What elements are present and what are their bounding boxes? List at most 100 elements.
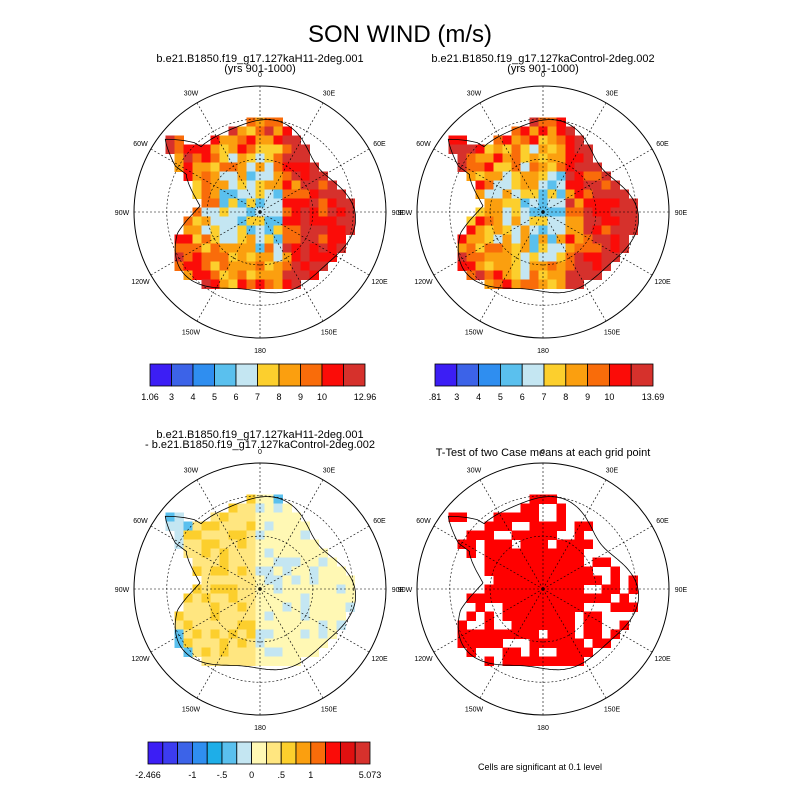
colorbar-label: 12.96: [354, 392, 377, 402]
map-cell: [511, 647, 521, 657]
colorbar-label: -.5: [217, 770, 228, 780]
map-cell: [574, 135, 584, 145]
map-cell: [300, 602, 310, 612]
colorbar-box: [147, 741, 164, 765]
map-cell: [192, 144, 202, 154]
map-cell: [192, 270, 202, 280]
map-cell: [300, 261, 310, 271]
map-cell: [210, 593, 220, 603]
map-cell: [228, 234, 238, 244]
map-cell: [246, 566, 256, 576]
map-cell: [210, 162, 220, 172]
map-cell: [228, 557, 238, 567]
colorbar-box: [321, 363, 344, 387]
map-cell: [246, 144, 256, 154]
meridian-line: [542, 588, 607, 699]
map-cell: [502, 216, 512, 226]
map-cell: [246, 198, 256, 208]
map-cell: [493, 144, 503, 154]
map-cell: [228, 162, 238, 172]
map-cell: [547, 521, 557, 531]
map-cell: [309, 162, 319, 172]
map-cell: [592, 638, 602, 648]
map-cell: [237, 126, 247, 136]
map-cell: [457, 629, 467, 639]
map-cell: [466, 593, 476, 603]
map-cell: [246, 647, 256, 657]
map-cell: [210, 270, 220, 280]
map-cell: [574, 656, 584, 666]
map-cell: [502, 602, 512, 612]
map-cell: [228, 243, 238, 253]
map-cell: [228, 135, 238, 145]
map-cell: [574, 162, 584, 172]
longitude-label: 180: [537, 725, 549, 732]
map-cell: [264, 575, 274, 585]
map-cell: [255, 521, 265, 531]
map-cell: [192, 548, 202, 558]
map-cell: [601, 252, 611, 262]
map-cell: [291, 548, 301, 558]
map-cell: [556, 557, 566, 567]
map-cell: [466, 539, 476, 549]
map-cell: [309, 620, 319, 630]
map-cell: [529, 602, 539, 612]
longitude-label: 60E: [373, 141, 386, 148]
map-cell: [300, 225, 310, 235]
map-cell: [210, 575, 220, 585]
map-cell: [309, 611, 319, 621]
map-cell: [592, 225, 602, 235]
map-cell: [556, 629, 566, 639]
map-cell: [475, 261, 485, 271]
meridian-line: [433, 588, 544, 653]
map-cell: [502, 261, 512, 271]
map-cell: [282, 548, 292, 558]
colorbar-label: 3: [169, 392, 174, 402]
map-cell: [237, 629, 247, 639]
map-cell: [228, 180, 238, 190]
map-cell: [529, 279, 539, 289]
map-cell: [592, 620, 602, 630]
map-cell: [520, 539, 530, 549]
map-cell: [300, 252, 310, 262]
map-cell: [466, 611, 476, 621]
map-cell: [291, 252, 301, 262]
map-cell: [309, 261, 319, 271]
colorbar-label: 6: [233, 392, 238, 402]
map-cell: [511, 162, 521, 172]
map-cell: [273, 261, 283, 271]
map-cell: [228, 629, 238, 639]
map-cell: [228, 521, 238, 531]
map-panel-4: T-Test of two Case means at each grid po…: [398, 447, 688, 732]
map-cell: [219, 162, 229, 172]
map-cell: [255, 261, 265, 271]
map-cell: [246, 521, 256, 531]
map-cell: [556, 225, 566, 235]
map-cell: [300, 539, 310, 549]
map-cell: [529, 593, 539, 603]
map-cell: [183, 234, 193, 244]
map-cell: [192, 252, 202, 262]
colorbar-box: [310, 741, 326, 765]
map-cell: [345, 225, 355, 235]
map-cell: [466, 647, 476, 657]
map-cell: [538, 602, 548, 612]
map-cell: [210, 153, 220, 163]
map-cell: [493, 198, 503, 208]
map-boundary: [416, 85, 670, 339]
map-cell: [273, 180, 283, 190]
colorbar-box: [192, 363, 215, 387]
map-cell: [493, 279, 503, 289]
map-cell: [466, 171, 476, 181]
map-cell: [300, 198, 310, 208]
map-cell: [538, 611, 548, 621]
map-cell: [592, 243, 602, 253]
meridian-line: [433, 148, 544, 213]
map-cell: [237, 512, 247, 522]
map-cell: [309, 180, 319, 190]
map-cell: [318, 629, 328, 639]
map-cell: [511, 234, 521, 244]
map-cell: [556, 216, 566, 226]
map-cell: [493, 575, 503, 585]
